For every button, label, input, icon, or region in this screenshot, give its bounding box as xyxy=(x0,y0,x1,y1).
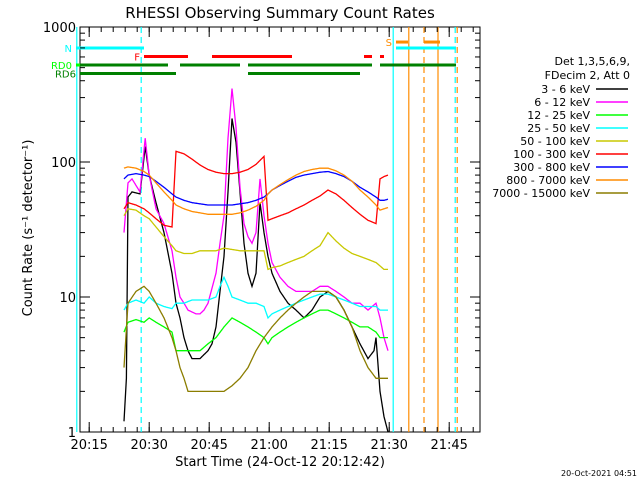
x-tick-label: 21:45 xyxy=(430,438,467,453)
plot-frame xyxy=(79,26,481,433)
flag-label: S xyxy=(386,38,392,49)
legend-entry-label: 6 - 12 keV xyxy=(534,96,590,109)
x-tick-label: 21:00 xyxy=(250,438,287,453)
legend-entry-label: 12 - 25 keV xyxy=(527,109,590,122)
legend-header: FDecim 2, Att 0 xyxy=(545,69,630,82)
legend-entry-label: 50 - 100 keV xyxy=(520,135,590,148)
flag-label: RD6 xyxy=(55,70,76,81)
x-tick-label: 21:30 xyxy=(370,438,407,453)
legend-entry-label: 300 - 800 keV xyxy=(513,161,590,174)
series-line xyxy=(123,285,388,393)
series-line xyxy=(123,118,389,433)
y-tick-label: 100 xyxy=(51,156,76,171)
x-tick-label: 21:15 xyxy=(310,438,347,453)
chart-title: RHESSI Observing Summary Count Rates xyxy=(125,4,435,22)
y-axis: 1 10 100 1000 xyxy=(43,21,480,441)
series-line xyxy=(123,88,389,351)
legend: Det 1,3,5,6,9,FDecim 2, Att 03 - 6 keV6 … xyxy=(492,55,630,200)
legend-entry-label: 800 - 7000 keV xyxy=(506,174,590,187)
flag-label: N xyxy=(65,44,72,55)
series-line xyxy=(123,166,389,215)
x-tick-label: 20:30 xyxy=(130,438,167,453)
legend-entry-label: 7000 - 15000 keV xyxy=(492,187,590,200)
series-line xyxy=(123,150,389,228)
legend-entry-label: 3 - 6 keV xyxy=(541,83,590,96)
footer-timestamp: 20-Oct-2021 04:51 xyxy=(561,469,637,478)
y-tick-label: 1 xyxy=(68,426,76,441)
y-axis-label: Count Rate (s⁻¹ detector⁻¹) xyxy=(21,140,36,317)
legend-entry-label: 100 - 300 keV xyxy=(513,148,590,161)
legend-entry-label: 25 - 50 keV xyxy=(527,122,590,135)
legend-header: Det 1,3,5,6,9, xyxy=(554,55,630,68)
x-axis-label: Start Time (24-Oct-12 20:12:42) xyxy=(175,455,385,470)
x-tick-label: 20:45 xyxy=(190,438,227,453)
y-tick-label: 1000 xyxy=(43,21,76,36)
series-line xyxy=(123,275,388,320)
flag-label: F xyxy=(134,53,140,64)
flag-label: RD0 xyxy=(51,61,72,72)
x-axis: 20:15 20:30 20:45 21:00 21:15 21:30 21:45 xyxy=(70,27,474,453)
series-line xyxy=(123,170,389,206)
x-tick-label: 20:15 xyxy=(70,438,107,453)
series-line xyxy=(123,208,388,271)
y-tick-label: 10 xyxy=(59,291,76,306)
